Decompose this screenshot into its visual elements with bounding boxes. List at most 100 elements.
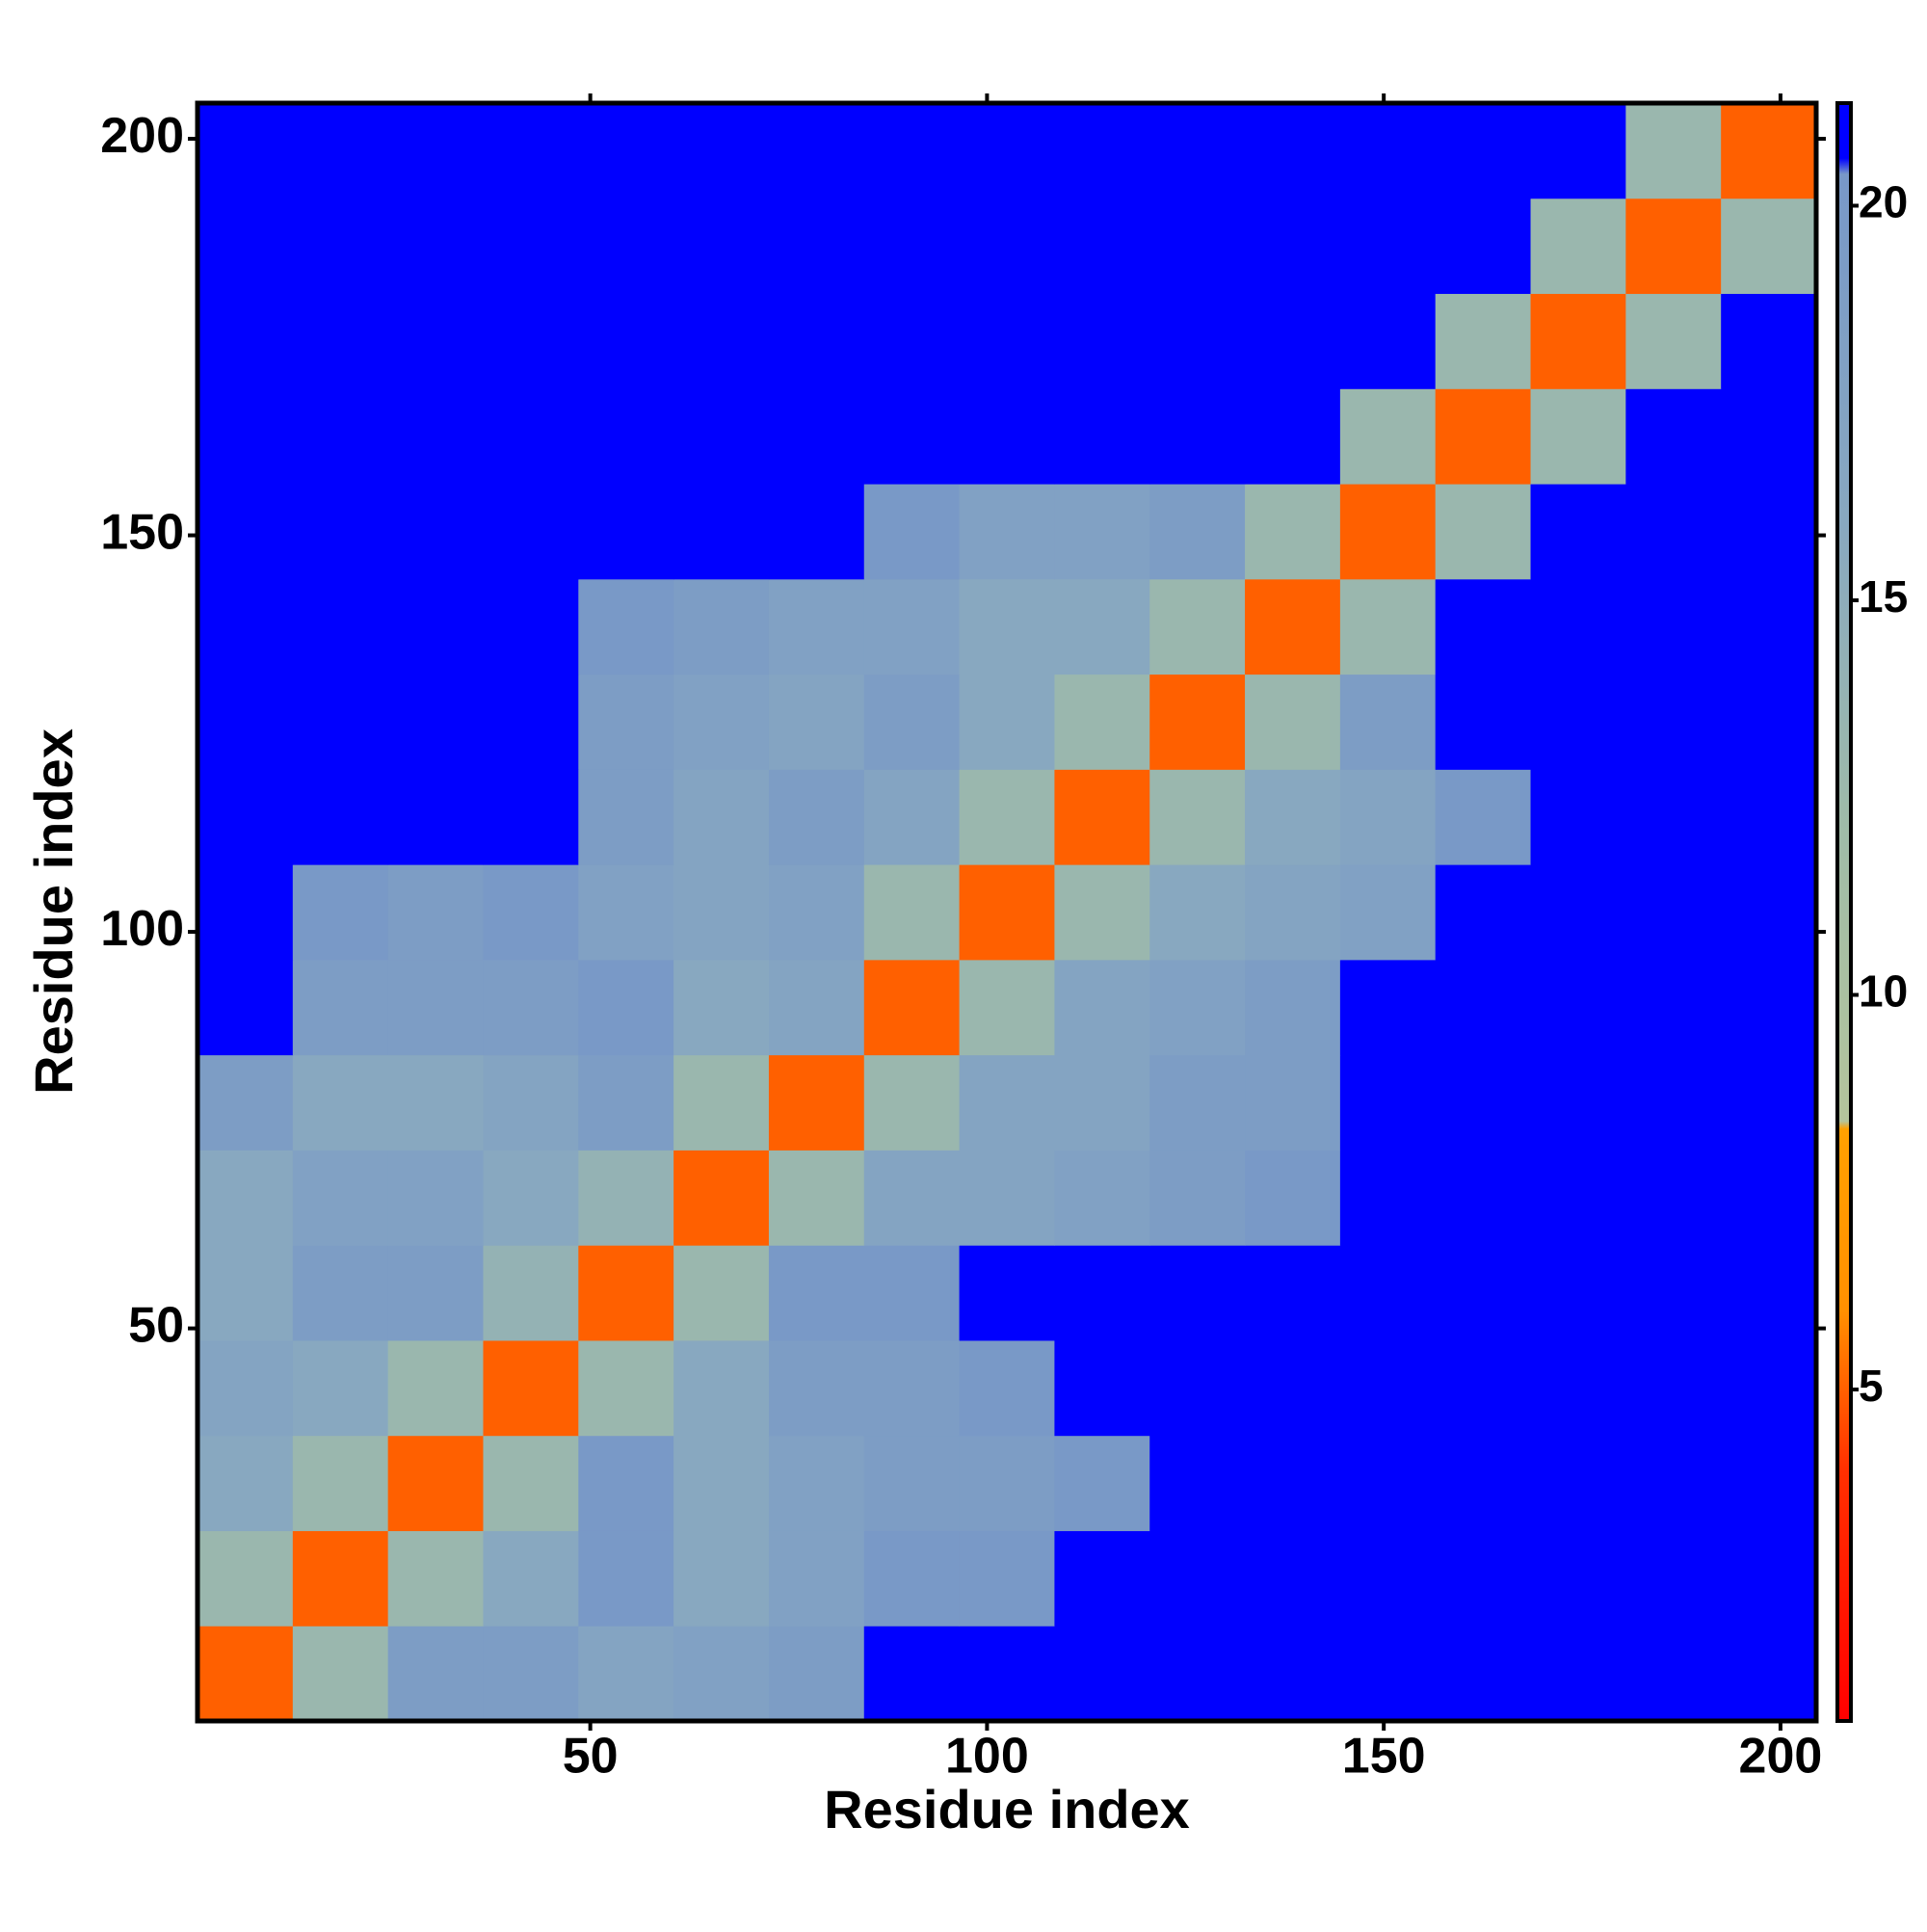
heat-cell xyxy=(1149,578,1246,675)
y-tick-label: 200 xyxy=(100,108,184,164)
heat-cell xyxy=(578,103,674,199)
heat-cell xyxy=(483,1245,579,1341)
heat-cell xyxy=(292,769,389,865)
heat-cell xyxy=(1245,769,1341,865)
heat-cell xyxy=(768,1150,865,1246)
heat-cell xyxy=(768,769,865,865)
heat-cell xyxy=(1054,578,1150,675)
heat-cell xyxy=(1245,959,1341,1056)
heat-cell xyxy=(863,103,961,199)
heat-cell xyxy=(387,1626,484,1722)
heat-cell xyxy=(198,1626,294,1722)
heat-cell xyxy=(1530,293,1626,389)
heat-cell xyxy=(1245,578,1341,675)
heat-cell xyxy=(1435,293,1532,389)
heat-cell xyxy=(292,198,389,295)
heat-cell xyxy=(1054,388,1150,485)
heat-cell xyxy=(1435,1054,1532,1151)
heat-cell xyxy=(578,769,674,865)
heat-cell xyxy=(198,198,294,295)
heat-cell xyxy=(1054,1150,1150,1246)
heat-cell xyxy=(959,1054,1055,1151)
heat-cell xyxy=(673,1435,770,1531)
heat-cell xyxy=(768,1339,865,1437)
heat-cell xyxy=(1339,959,1437,1056)
heat-cell xyxy=(198,1530,294,1627)
heat-cell xyxy=(959,1245,1055,1341)
heat-cell xyxy=(673,103,770,199)
heat-cell xyxy=(1245,1530,1341,1627)
heat-cell xyxy=(387,1150,484,1246)
colorbar-tick-label: 15 xyxy=(1859,571,1908,622)
heat-cell xyxy=(387,1054,484,1151)
heat-cell xyxy=(483,198,579,295)
heat-cell xyxy=(1530,864,1626,961)
heat-cell xyxy=(768,864,865,961)
heat-cell xyxy=(578,1435,674,1531)
heat-cell xyxy=(768,103,865,199)
heat-cell xyxy=(863,674,961,770)
heat-cell xyxy=(292,1339,389,1437)
heat-cell xyxy=(959,484,1055,580)
x-tick-label: 200 xyxy=(1739,1729,1823,1785)
heat-cell xyxy=(959,1626,1055,1722)
heat-cell xyxy=(1435,388,1532,485)
heat-cell xyxy=(387,1435,484,1531)
heat-cell xyxy=(673,1530,770,1627)
heat-cell xyxy=(1721,769,1817,865)
heat-cell xyxy=(1625,1530,1722,1627)
heat-cell xyxy=(198,959,294,1056)
heat-cell xyxy=(673,864,770,961)
heat-cell xyxy=(768,1245,865,1341)
heat-cell xyxy=(1435,578,1532,675)
heat-cell xyxy=(578,1626,674,1722)
heat-cell xyxy=(292,1245,389,1341)
heat-cell xyxy=(1339,864,1437,961)
heat-cell xyxy=(387,1530,484,1627)
plot-frame xyxy=(195,100,1819,1724)
heat-cell xyxy=(1054,103,1150,199)
heat-cell xyxy=(1054,674,1150,770)
heat-cell xyxy=(292,293,389,389)
heat-cell xyxy=(768,674,865,770)
heat-cell xyxy=(1530,1054,1626,1151)
heat-cell xyxy=(578,1054,674,1151)
heat-cell xyxy=(1245,1054,1341,1151)
heat-cell xyxy=(1530,1245,1626,1341)
heat-cell xyxy=(1149,1530,1246,1627)
heat-cell xyxy=(1149,293,1246,389)
x-tick-label: 50 xyxy=(563,1729,619,1785)
heat-cell xyxy=(483,578,579,675)
heat-cell xyxy=(387,864,484,961)
heat-cell xyxy=(1625,198,1722,295)
heat-cell xyxy=(673,484,770,580)
heat-cell xyxy=(1435,1245,1532,1341)
heat-cell xyxy=(863,769,961,865)
heat-cell xyxy=(1625,1435,1722,1531)
heat-cell xyxy=(1530,769,1626,865)
heat-cell xyxy=(768,959,865,1056)
heat-cell xyxy=(1054,198,1150,295)
heat-cell xyxy=(292,1150,389,1246)
heat-cell xyxy=(1245,864,1341,961)
heat-cell xyxy=(1721,1339,1817,1437)
heat-cell xyxy=(863,198,961,295)
heat-cell xyxy=(1435,674,1532,770)
heat-cell xyxy=(1339,1245,1437,1341)
heat-cell xyxy=(198,1435,294,1531)
heat-cell xyxy=(1530,198,1626,295)
heat-cell xyxy=(959,1435,1055,1531)
heat-cell xyxy=(1435,1339,1532,1437)
heat-cell xyxy=(387,674,484,770)
heat-cell xyxy=(768,1626,865,1722)
heat-cell xyxy=(292,1530,389,1627)
heat-cell xyxy=(483,1150,579,1246)
heat-cell xyxy=(1625,484,1722,580)
heat-cell xyxy=(959,578,1055,675)
heat-cell xyxy=(1339,769,1437,865)
heat-cell xyxy=(673,578,770,675)
heat-cell xyxy=(1435,484,1532,580)
heat-cell xyxy=(673,1150,770,1246)
heat-cell xyxy=(578,1530,674,1627)
